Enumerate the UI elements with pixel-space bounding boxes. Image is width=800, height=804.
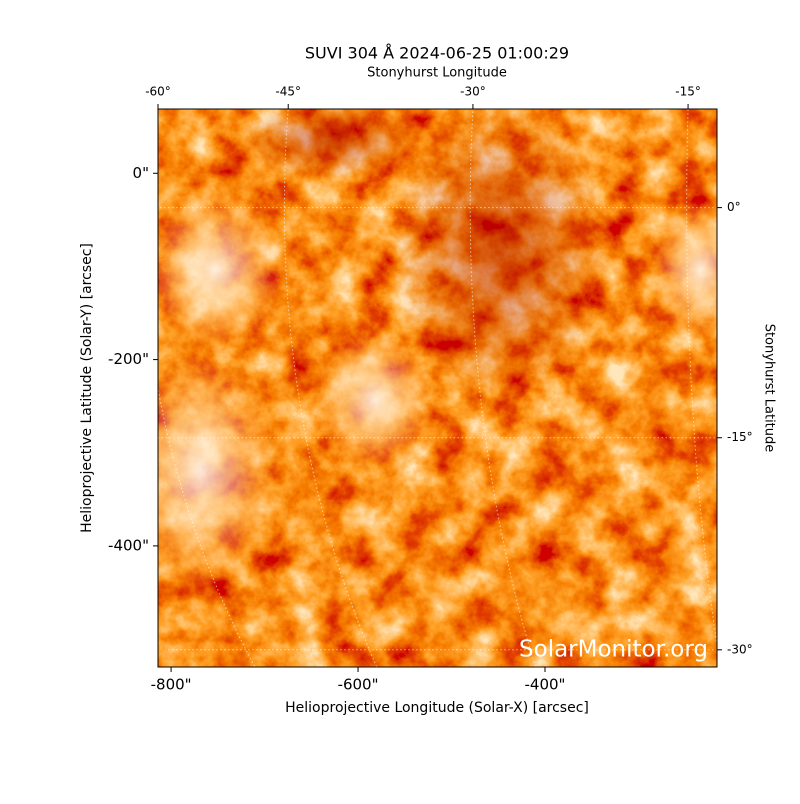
y-tick-label: -200": [108, 350, 149, 368]
top-tick-label: -60°: [145, 85, 171, 99]
top-tick-label: -45°: [275, 85, 301, 99]
coordinate-grid: [158, 109, 717, 667]
solar-image: SolarMonitor.org: [158, 109, 717, 667]
x-tick-label: -800": [151, 676, 192, 694]
x-tick-label: -600": [338, 676, 379, 694]
chart-title: SUVI 304 Å 2024-06-25 01:00:29: [305, 44, 569, 63]
right-tick-label: 0°: [727, 200, 741, 214]
x-tick-label: -400": [525, 676, 566, 694]
right-tick-label: -30°: [727, 642, 753, 656]
y-tick-label: 0": [133, 164, 149, 182]
y-axis-label: Helioprojective Latitude (Solar-Y) [arcs…: [79, 243, 95, 533]
top-tick-label: -30°: [460, 85, 486, 99]
watermark: SolarMonitor.org: [519, 637, 708, 663]
plot-frame: [157, 108, 718, 668]
y-tick-label: -400": [108, 536, 149, 554]
longitude-grid-line: [158, 385, 256, 667]
right-axis-label: Stonyhurst Latitude: [762, 324, 777, 453]
x-axis-label: Helioprojective Longitude (Solar-X) [arc…: [285, 700, 589, 716]
top-tick-label: -15°: [675, 85, 701, 99]
top-axis-label: Stonyhurst Longitude: [367, 66, 507, 81]
right-tick-label: -15°: [727, 430, 753, 444]
